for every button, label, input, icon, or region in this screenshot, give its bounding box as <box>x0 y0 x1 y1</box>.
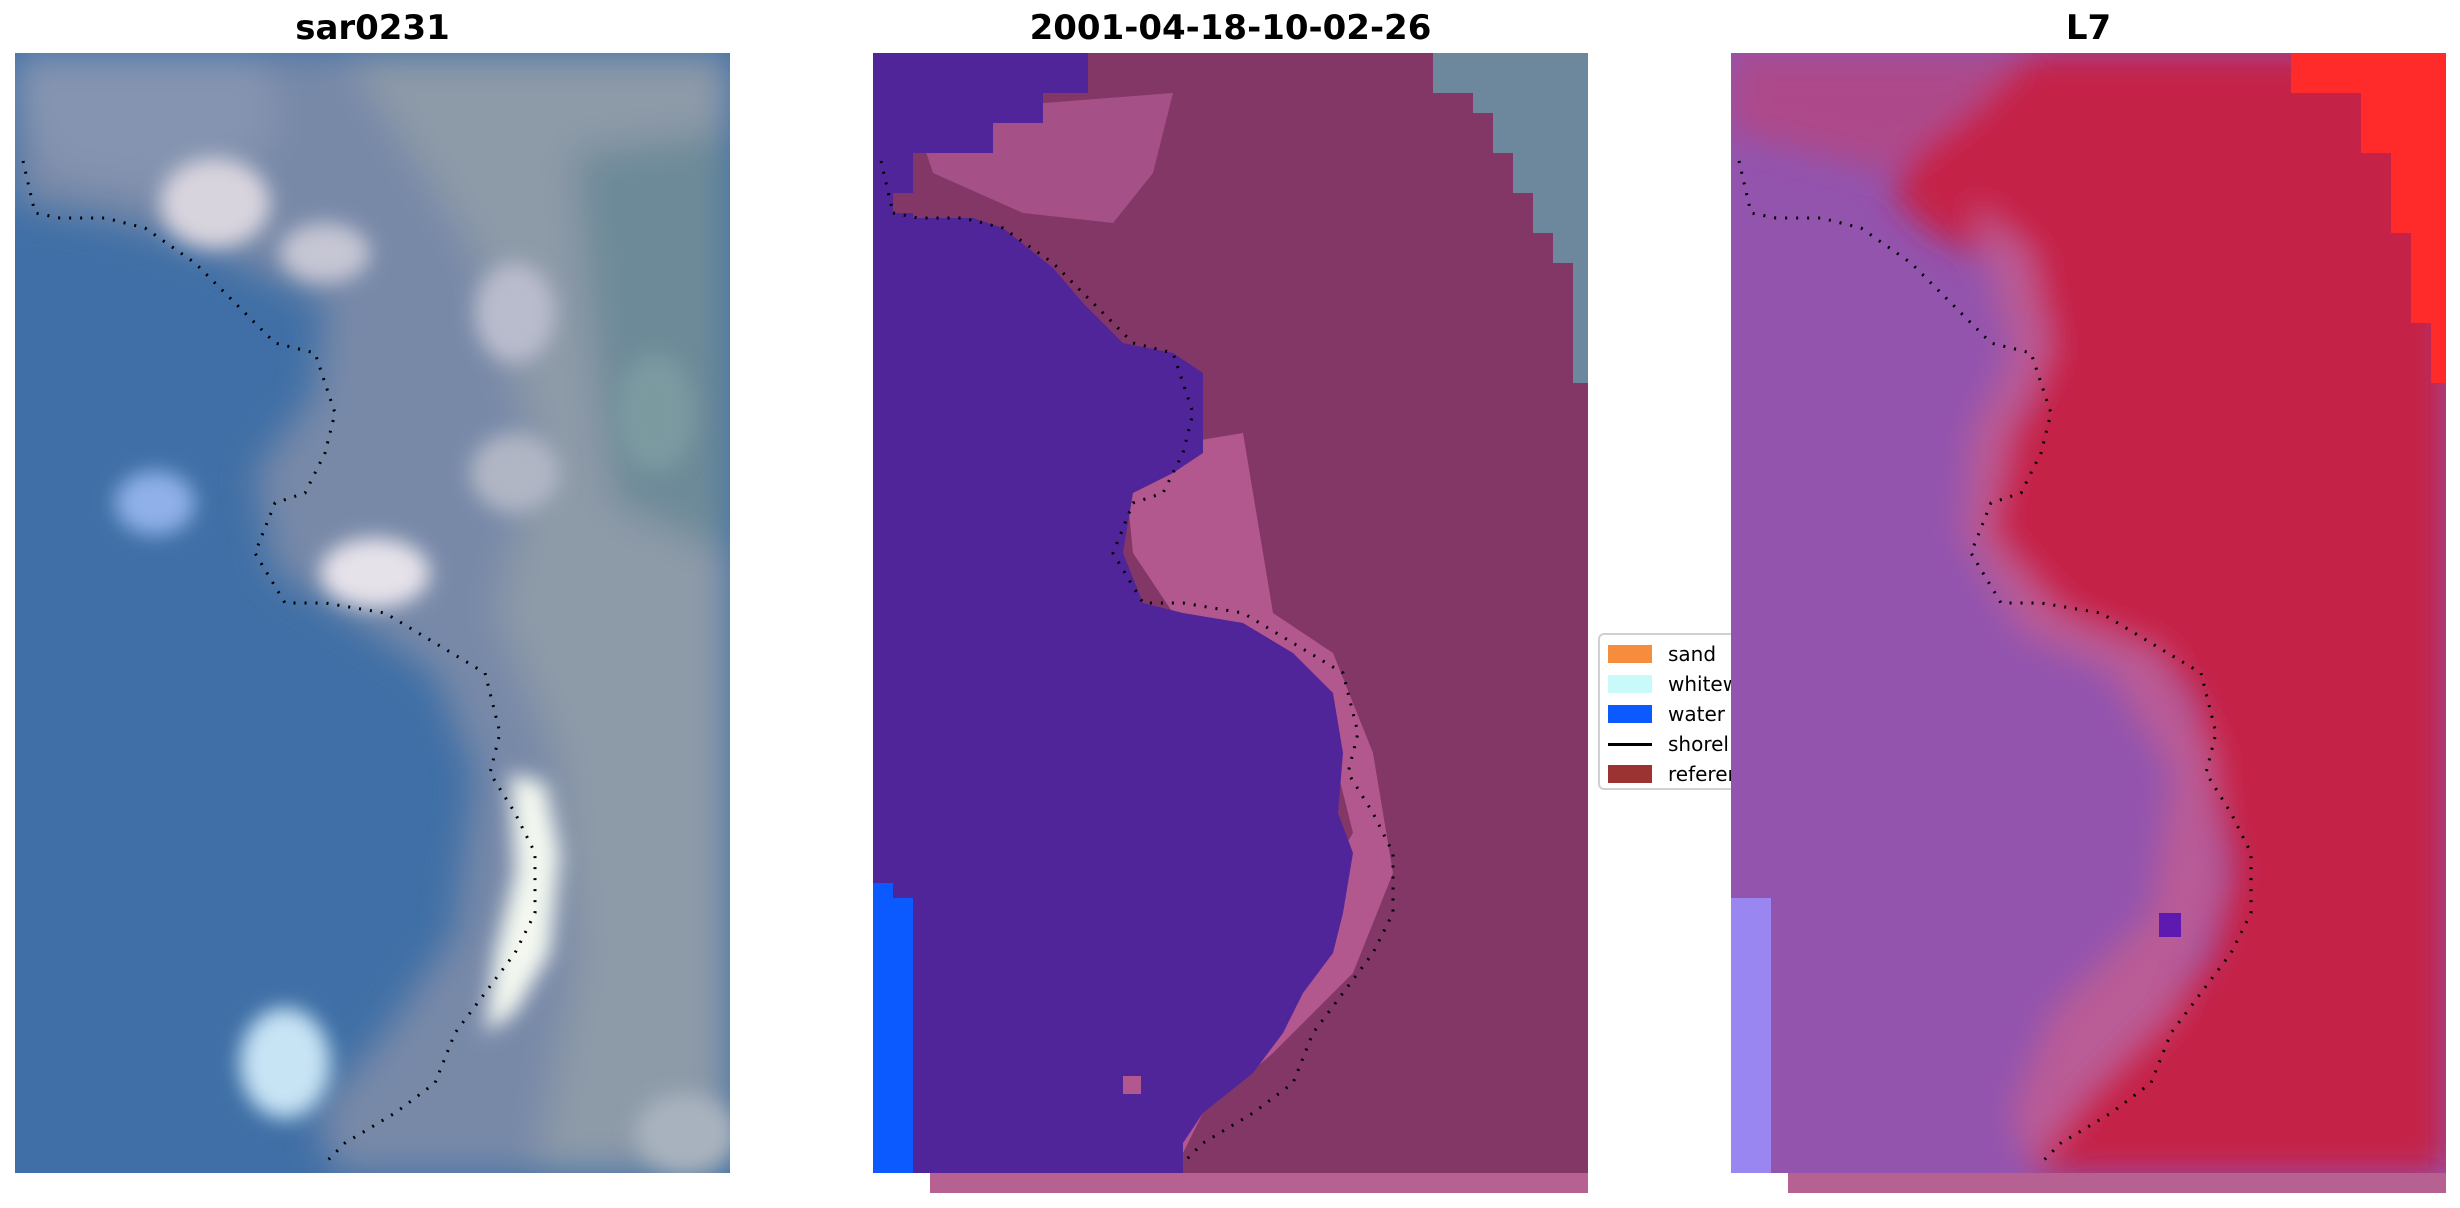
legend-item-reference: referen <box>1608 759 1738 788</box>
sand-swatch-icon <box>1608 645 1652 663</box>
classified-bottom-strip <box>930 1173 1588 1193</box>
panel-title-l7: L7 <box>2065 8 2112 48</box>
shoreline-line-icon <box>1608 742 1652 746</box>
panel-title-rgb: sar0231 <box>295 8 450 48</box>
l7-bottom-strip <box>1788 1173 2446 1193</box>
legend-item-shoreline: shorel <box>1608 729 1729 759</box>
legend-label: whitew <box>1668 672 1738 696</box>
legend-label: sand <box>1668 642 1717 666</box>
reference-swatch-icon <box>1608 765 1652 783</box>
legend-label: water <box>1668 702 1725 726</box>
water-swatch-icon <box>1608 705 1652 723</box>
legend-item-sand: sand <box>1608 639 1716 669</box>
l7-image <box>1731 53 2446 1173</box>
legend-label: referen <box>1668 762 1738 786</box>
rgb-image-panel <box>15 53 730 1173</box>
panel-title-classified: 2001-04-18-10-02-26 <box>1029 8 1432 48</box>
classified-image <box>873 53 1588 1173</box>
classified-image-panel <box>873 53 1588 1173</box>
legend: sand whitew water shorel referen <box>1598 633 1738 790</box>
whitewater-swatch-icon <box>1608 675 1652 693</box>
rgb-image <box>15 53 730 1173</box>
legend-label: shorel <box>1668 732 1729 756</box>
legend-item-whitewater: whitew <box>1608 669 1738 699</box>
l7-image-panel <box>1731 53 2446 1173</box>
legend-item-water: water <box>1608 699 1725 729</box>
